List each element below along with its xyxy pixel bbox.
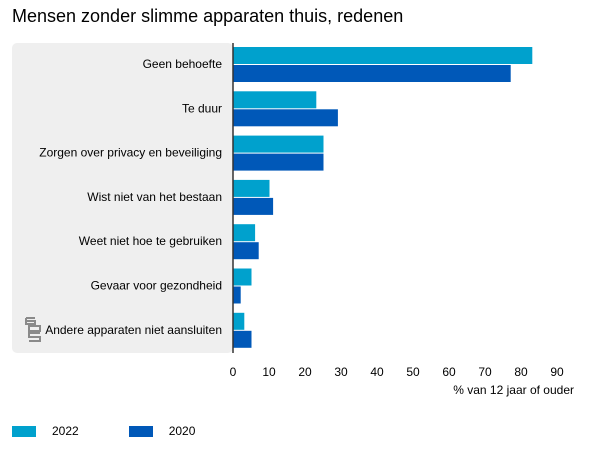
x-tick-label: 70 <box>478 365 492 379</box>
legend-item-2022[interactable]: 2022 <box>12 424 79 438</box>
x-tick-label: 90 <box>550 365 564 379</box>
x-tick-label: 40 <box>370 365 384 379</box>
bar-2020[interactable] <box>233 330 252 348</box>
bar-2022[interactable] <box>233 47 533 64</box>
category-label: Zorgen over privacy en beveiliging <box>39 146 222 160</box>
bars-group <box>233 47 533 348</box>
x-tick-label: 80 <box>514 365 528 379</box>
bar-2020[interactable] <box>233 153 324 171</box>
x-tick-label: 20 <box>298 365 312 379</box>
legend-label-2022: 2022 <box>52 424 79 438</box>
category-labels: Geen behoefte Te duur Zorgen over privacy … <box>39 57 222 337</box>
x-axis-label: % van 12 jaar of ouder <box>453 383 574 397</box>
bar-2020[interactable] <box>233 197 274 215</box>
bar-2020[interactable] <box>233 286 241 304</box>
category-label: Weet niet hoe te gebruiken <box>79 234 222 248</box>
bar-2020[interactable] <box>233 242 259 260</box>
bar-2022[interactable] <box>233 179 270 197</box>
bar-2020[interactable] <box>233 109 338 127</box>
bar-2022[interactable] <box>233 268 252 286</box>
x-tick-label: 0 <box>230 365 237 379</box>
bar-2022[interactable] <box>233 91 317 109</box>
x-tick-labels: 0 10 20 30 40 50 60 70 80 90 <box>230 365 564 379</box>
bar-2022[interactable] <box>233 224 256 242</box>
bar-2022[interactable] <box>233 312 245 330</box>
x-tick-label: 30 <box>334 365 348 379</box>
category-label: Gevaar voor gezondheid <box>91 279 222 293</box>
x-tick-label: 10 <box>262 365 276 379</box>
chart-title: Mensen zonder slimme apparaten thuis, re… <box>12 6 404 26</box>
legend: 2022 2020 <box>12 424 245 438</box>
category-label: Geen behoefte <box>143 57 223 71</box>
bar-2020[interactable] <box>233 65 511 82</box>
category-panel <box>12 43 233 353</box>
legend-swatch-2022 <box>12 425 36 437</box>
category-label: Andere apparaten niet aansluiten <box>45 323 222 337</box>
category-label: Wist niet van het bestaan <box>87 190 222 204</box>
legend-label-2020: 2020 <box>168 424 196 438</box>
x-tick-label: 60 <box>442 365 456 379</box>
legend-item-2020[interactable]: 2020 <box>128 424 196 438</box>
bar-2022[interactable] <box>233 135 324 153</box>
legend-swatch-2020 <box>128 425 153 437</box>
category-label: Te duur <box>182 101 222 115</box>
cbs-logo-icon <box>25 317 41 342</box>
x-tick-label: 50 <box>406 365 420 379</box>
